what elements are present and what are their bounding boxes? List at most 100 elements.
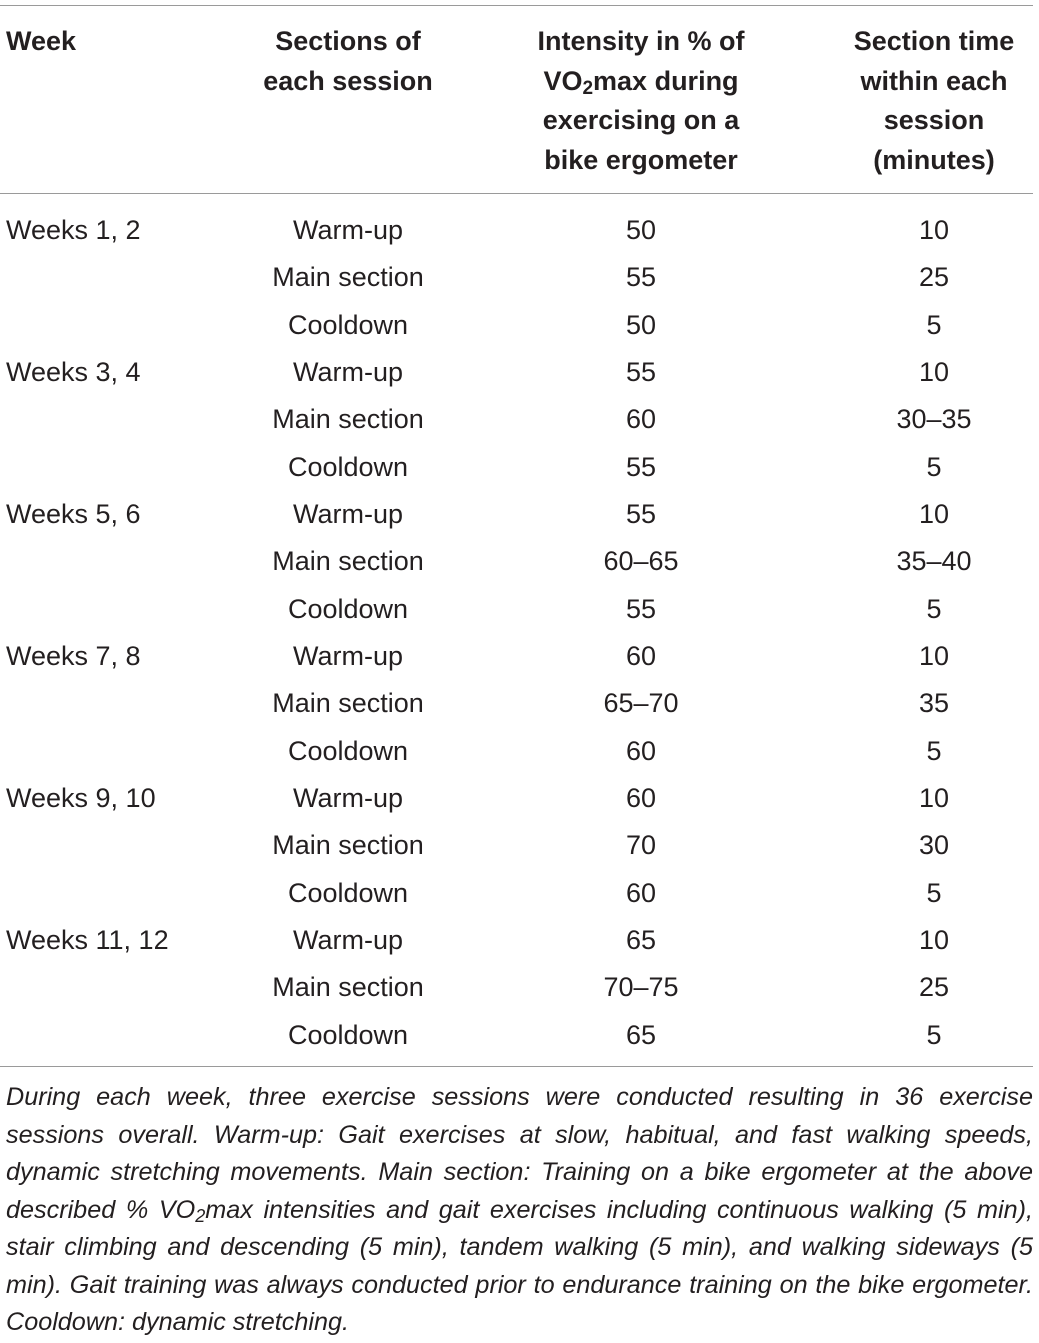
week-cell: Weeks 1, 2 [6,215,141,245]
intensity-cell: 65 [625,924,657,955]
section-cell: Cooldown [287,877,409,908]
header-week: Week [6,22,76,62]
intensity-cell: 60 [625,782,657,813]
section-cell: Cooldown [287,451,409,482]
time-cell: 25 [918,972,950,1003]
time-cell: 5 [926,593,942,624]
intensity-cell: 60 [625,404,657,435]
table-footnote: During each week, three exercise session… [6,1079,1033,1342]
intensity-cell: 60–65 [603,546,679,577]
header-section-time: Section time within each session (minute… [820,22,1039,180]
table-body: Weeks 1, 2 Warm-up 50 10 Main section 55 25 Coo… [0,207,1039,1059]
table-row: Cooldown 60 5 [0,728,1039,775]
intensity-cell: 60 [625,877,657,908]
time-cell: 35 [918,688,950,719]
section-cell: Main section [272,546,424,577]
table-bottom-rule [0,1066,1033,1067]
time-cell: 10 [918,215,950,245]
table-row: Main section 60–65 35–40 [0,538,1039,585]
header-time-line-1: Section time [853,26,1015,56]
section-cell: Main section [272,830,424,861]
intensity-cell: 70 [625,830,657,861]
table-row: Main section 55 25 [0,254,1039,301]
intensity-cell: 55 [625,451,657,482]
table-row: Weeks 9, 10 Warm-up 60 10 [0,775,1039,822]
table-top-rule [0,5,1033,6]
table-row: Weeks 7, 8 Warm-up 60 10 [0,633,1039,680]
table-row: Main section 70–75 25 [0,964,1039,1011]
table-row: Cooldown 55 5 [0,586,1039,633]
week-cell: Weeks 11, 12 [6,924,169,955]
header-intensity-subscript: 2 [582,77,594,99]
header-intensity-vo: VO [543,65,583,96]
time-cell: 30 [918,830,950,861]
intensity-cell: 50 [625,215,657,245]
header-intensity-line-3: exercising on a [542,105,740,135]
header-intensity-max: max during [593,65,739,96]
time-cell: 30–35 [896,404,972,435]
table-row: Main section 65–70 35 [0,680,1039,727]
table-row: Cooldown 65 5 [0,1012,1039,1059]
table-row: Weeks 11, 12 Warm-up 65 10 [0,917,1039,964]
header-sections-line-1: Sections of [275,26,421,56]
time-cell: 10 [918,356,950,387]
intensity-cell: 65 [625,1019,657,1050]
time-cell: 5 [926,1019,942,1050]
section-cell: Cooldown [287,593,409,624]
section-cell: Cooldown [287,1019,409,1050]
intensity-cell: 70–75 [603,972,679,1003]
section-cell: Cooldown [287,735,409,766]
header-time-line-2: within each [860,65,1008,96]
table-row: Main section 60 30–35 [0,396,1039,443]
section-cell: Warm-up [292,356,403,387]
header-sections-line-2: each session [263,65,433,96]
time-cell: 5 [926,451,942,482]
week-cell: Weeks 7, 8 [6,640,141,671]
week-cell: Weeks 3, 4 [6,356,141,387]
time-cell: 10 [918,640,950,671]
header-bottom-rule [0,193,1033,194]
intensity-cell: 55 [625,498,657,529]
table-row: Cooldown 55 5 [0,444,1039,491]
time-cell: 5 [926,309,942,340]
section-cell: Cooldown [287,309,409,340]
section-cell: Warm-up [292,782,403,813]
time-cell: 5 [926,877,942,908]
table-row: Main section 70 30 [0,822,1039,869]
section-cell: Main section [272,404,424,435]
time-cell: 35–40 [896,546,972,577]
header-week-label: Week [6,26,77,56]
header-sections: Sections of each session [228,22,468,101]
header-intensity-line-2: VO2max during [500,62,782,102]
section-cell: Main section [272,688,424,719]
section-cell: Main section [272,972,424,1003]
intensity-cell: 60 [625,735,657,766]
intensity-cell: 55 [625,356,657,387]
table-row: Cooldown 60 5 [0,870,1039,917]
section-cell: Warm-up [292,215,403,245]
intensity-cell: 60 [625,640,657,671]
header-time-line-4: (minutes) [873,144,995,175]
header-intensity-line-1: Intensity in % of [537,26,745,56]
intensity-cell: 50 [625,309,657,340]
section-cell: Warm-up [292,924,403,955]
week-cell: Weeks 9, 10 [6,782,156,813]
time-cell: 10 [918,924,950,955]
footnote-subscript: 2 [195,1205,206,1226]
header-intensity-line-4: bike ergometer [544,144,738,175]
time-cell: 25 [918,262,950,293]
table-row: Cooldown 50 5 [0,302,1039,349]
time-cell: 5 [926,735,942,766]
footnote-text-2: max intensities and gait exercises inclu… [6,1195,1034,1337]
section-cell: Warm-up [292,498,403,529]
section-cell: Main section [272,262,424,293]
intensity-cell: 55 [625,262,657,293]
header-intensity: Intensity in % of VO2max during exercisi… [500,22,782,180]
time-cell: 10 [918,782,950,813]
intensity-cell: 65–70 [603,688,679,719]
table-row: Weeks 1, 2 Warm-up 50 10 [0,207,1039,254]
time-cell: 10 [918,498,950,529]
table-row: Weeks 5, 6 Warm-up 55 10 [0,491,1039,538]
intensity-cell: 55 [625,593,657,624]
